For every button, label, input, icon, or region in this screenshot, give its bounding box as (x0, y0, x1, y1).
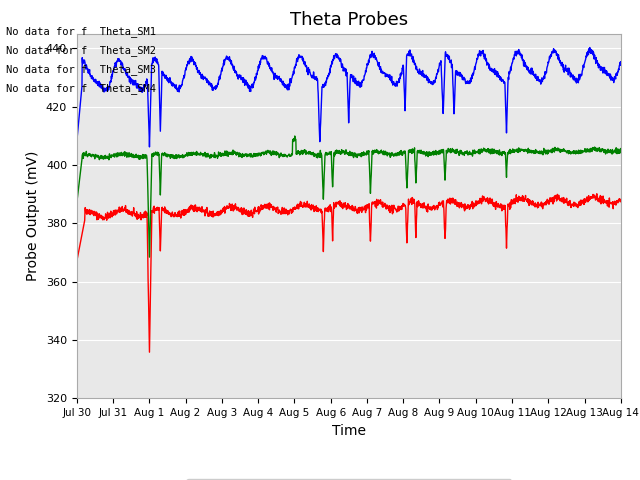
Theta_P3 (602, 69, 609, 74)
Theta_P1 (602, 199, 609, 204)
Text: No data for f  Theta_SM2: No data for f Theta_SM2 (6, 45, 156, 56)
Line: Theta_P2: Theta_P2 (77, 136, 621, 257)
Line: Theta_P1: Theta_P1 (77, 194, 621, 352)
Theta_P2 (100, 156, 108, 161)
Theta_P3 (100, 85, 108, 91)
Theta_P2 (324, 151, 332, 156)
Title: Theta Probes: Theta Probes (290, 11, 408, 29)
Theta_P1 (323, 205, 331, 211)
Theta_P1 (146, 349, 154, 355)
X-axis label: Time: Time (332, 424, 366, 438)
Theta_P1 (502, 212, 509, 217)
Theta_P3 (146, 144, 154, 150)
Theta_P3 (338, 64, 346, 70)
Y-axis label: Probe Output (mV): Probe Output (mV) (26, 151, 40, 281)
Text: No data for f  Theta_SM3: No data for f Theta_SM3 (6, 64, 156, 75)
Theta_P1 (100, 215, 108, 221)
Theta_P2 (602, 149, 609, 155)
Theta_P2 (291, 133, 299, 139)
Theta_P3 (586, 45, 594, 50)
Theta_P3 (323, 74, 331, 80)
Theta_P1 (602, 200, 609, 205)
Theta_P1 (73, 258, 81, 264)
Theta_P2 (617, 147, 625, 153)
Theta_P2 (338, 148, 346, 154)
Theta_P3 (602, 71, 609, 77)
Legend: Theta_P1, Theta_P2, Theta_P3: Theta_P1, Theta_P2, Theta_P3 (186, 479, 511, 480)
Theta_P2 (502, 157, 509, 163)
Theta_P2 (602, 151, 609, 157)
Line: Theta_P3: Theta_P3 (77, 48, 621, 147)
Text: No data for f  Theta_SM4: No data for f Theta_SM4 (6, 83, 156, 94)
Theta_P1 (593, 191, 601, 197)
Theta_P1 (338, 203, 346, 208)
Theta_P1 (617, 198, 625, 204)
Theta_P2 (146, 254, 154, 260)
Theta_P3 (617, 60, 625, 66)
Theta_P3 (73, 139, 81, 144)
Theta_P2 (73, 200, 81, 206)
Theta_P3 (502, 99, 509, 105)
Text: No data for f  Theta_SM1: No data for f Theta_SM1 (6, 25, 156, 36)
